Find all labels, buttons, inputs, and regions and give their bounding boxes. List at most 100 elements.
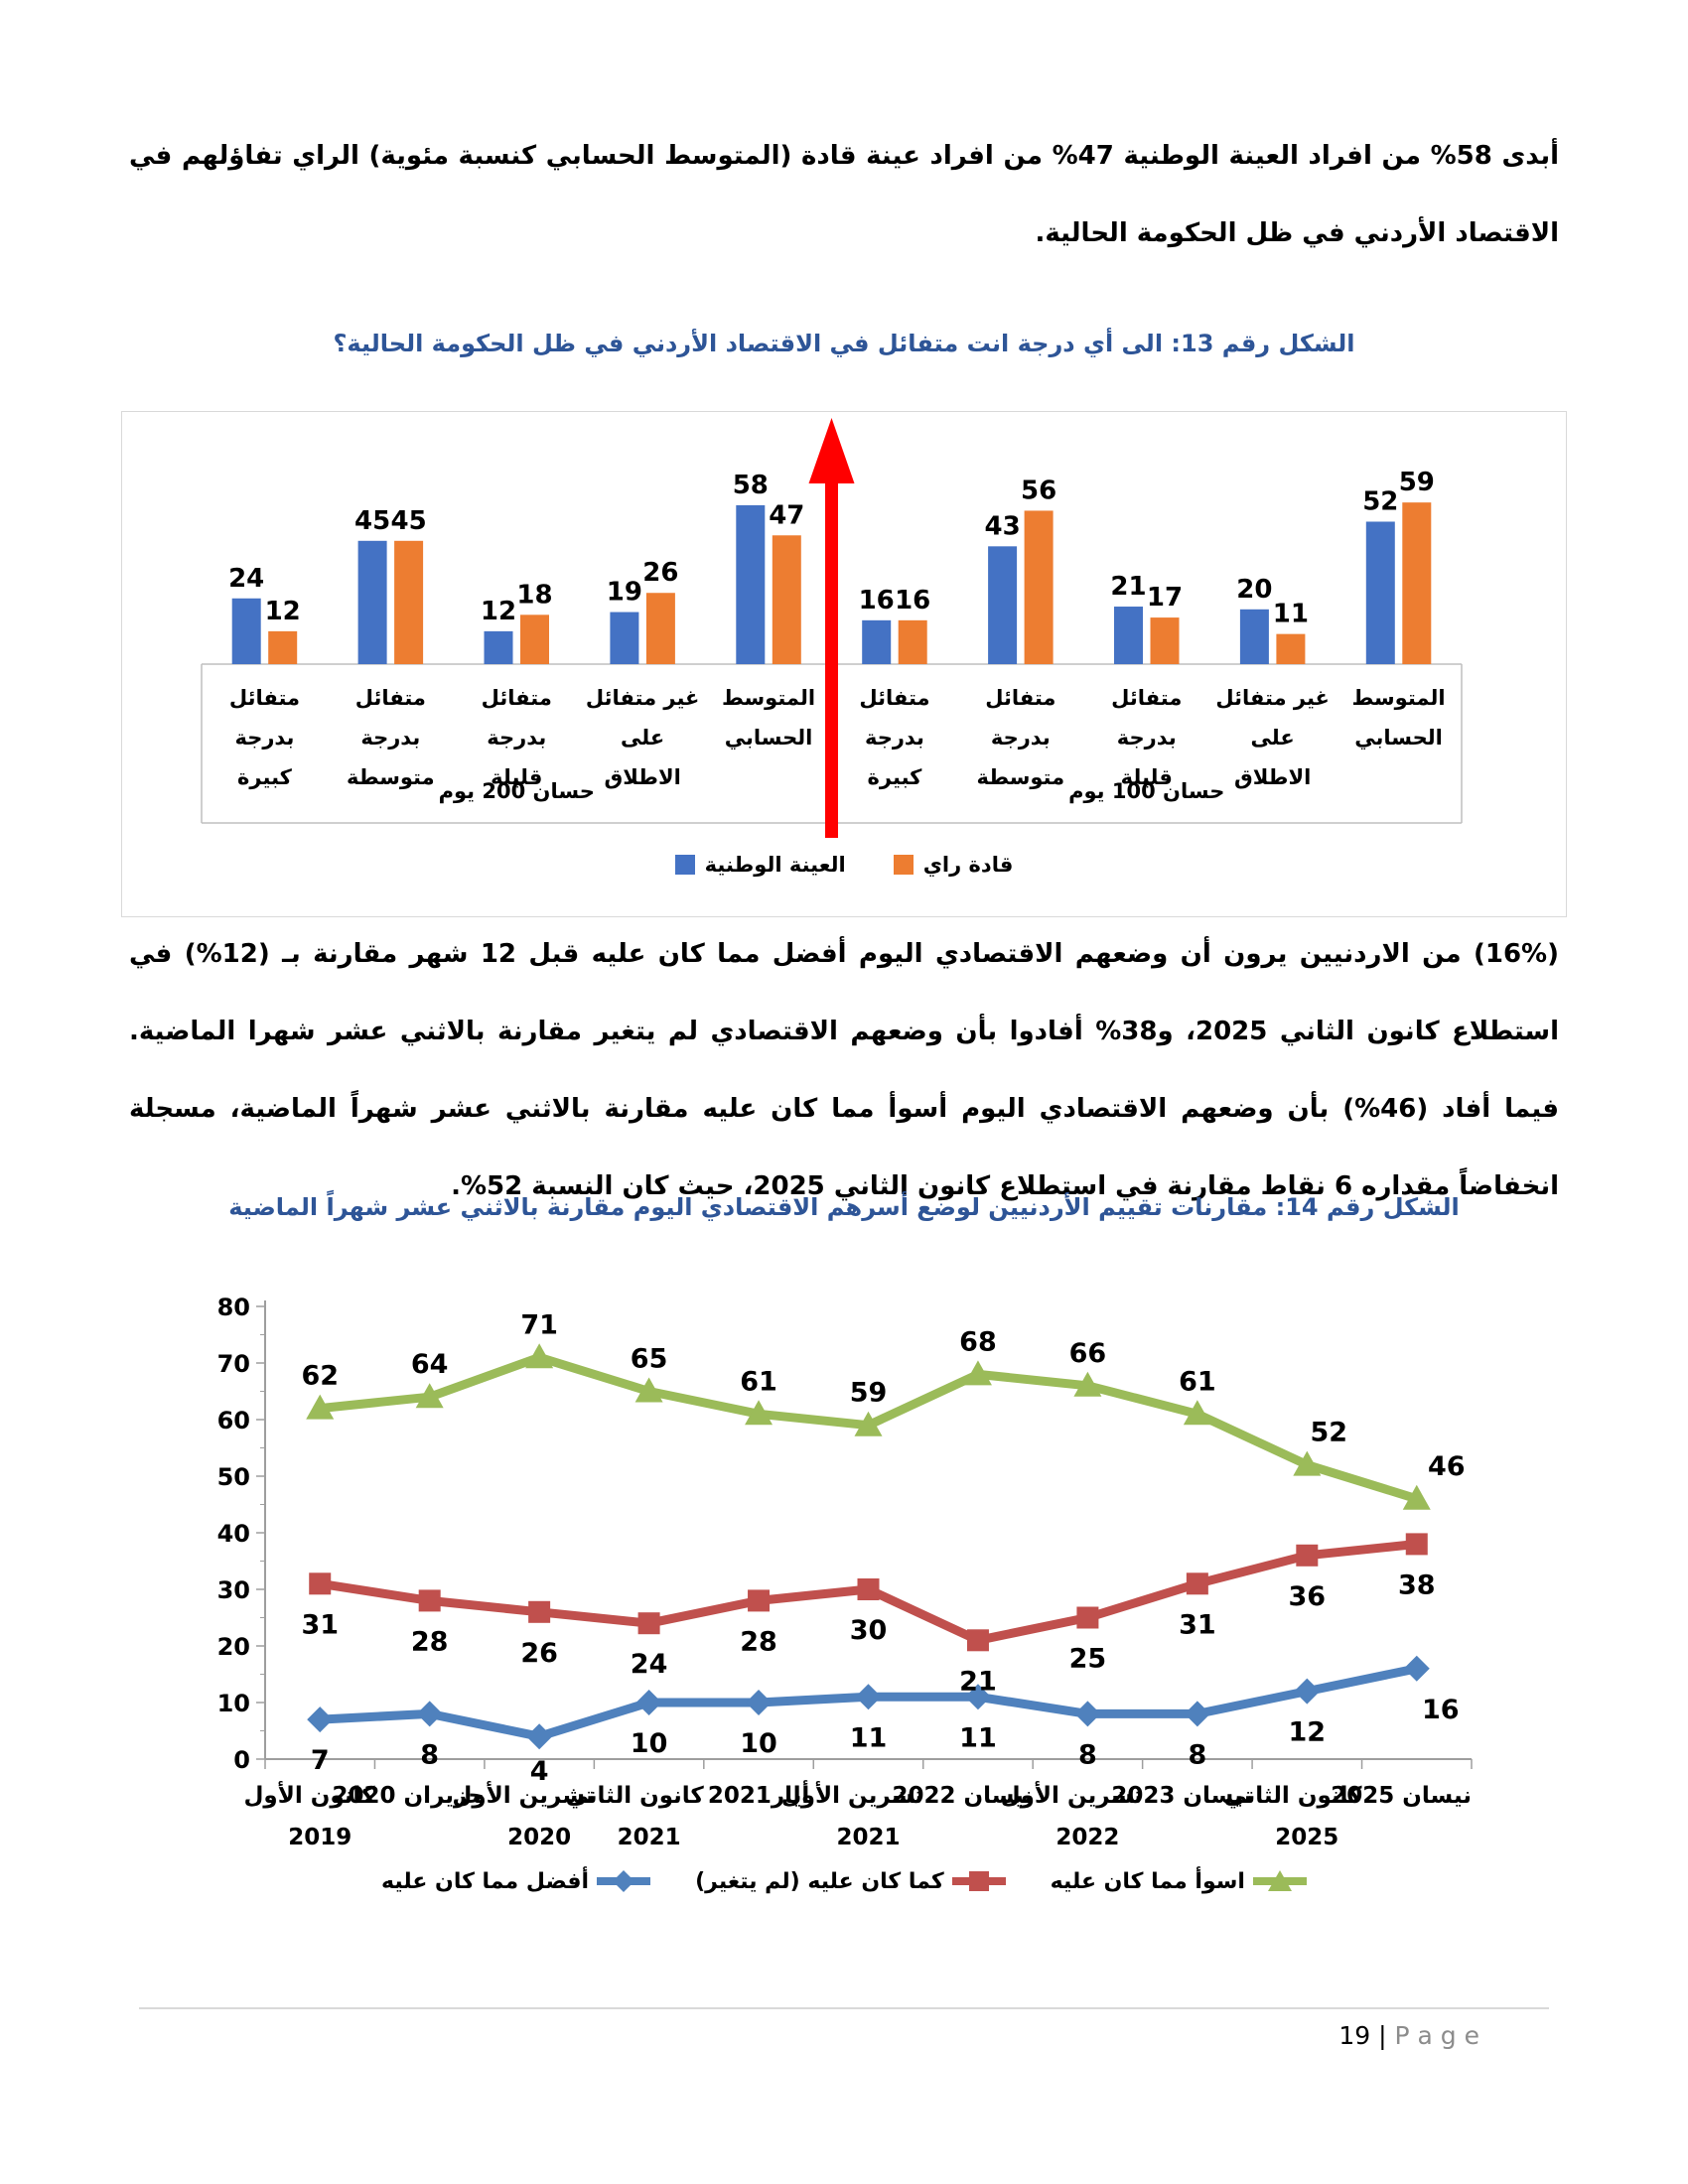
point-value-label: 11 (959, 1722, 997, 1753)
category-label-line2: قليلة (491, 765, 543, 789)
data-point-marker (748, 1589, 771, 1612)
category-label-line1: متفائل بدرجة (228, 686, 301, 750)
legend-label: أفضل مما كان عليه (381, 1868, 590, 1894)
category-label: متفائل بدرجة قليلة (454, 678, 580, 797)
page-footer: 19 | P a g e (1338, 2021, 1479, 2050)
bar (1276, 633, 1306, 664)
page-word: P a g e (1394, 2021, 1480, 2050)
data-point-marker (526, 1723, 553, 1750)
data-point-marker (1293, 1450, 1322, 1476)
legend-marker (1267, 1870, 1292, 1891)
bar-value-label: 47 (769, 500, 804, 530)
data-point-marker (306, 1394, 335, 1420)
bar (772, 535, 801, 664)
bar-chart-canvas: 24 45 12 19 58 16 43 21 20 52 12 45 18 26 47 16 56 17 11 59 (201, 418, 1463, 838)
x-axis-label-line2 (1362, 1817, 1472, 1858)
x-axis-label: أيار2021 (704, 1775, 813, 1858)
category-label-line1: المتوسط (1351, 686, 1446, 710)
x-axis-label-line2: 2021 (836, 1825, 901, 1850)
point-value-label: 16 (1422, 1695, 1460, 1725)
x-axis-label-line2: 2020 (507, 1825, 572, 1850)
point-value-label: 26 (520, 1638, 558, 1669)
point-value-label: 8 (420, 1739, 439, 1770)
x-axis-label: كانون الأول 2019 (243, 1775, 374, 1858)
bar-value-label: 52 (1362, 486, 1398, 516)
bar-chart-legend: العينة الوطنية قادة راي (122, 853, 1566, 877)
figure13-title: الشكل رقم 13: الى أي درجة انت متفائل في … (333, 330, 1355, 357)
x-axis-label: كانون الثاني 2025 (1223, 1775, 1361, 1858)
category-label: المتوسط الحسابي (1336, 678, 1462, 757)
bar (1150, 617, 1180, 664)
legend-marker (968, 1871, 989, 1891)
bar-value-label: 12 (265, 597, 301, 626)
x-axis-label: نيسان 2022 (892, 1775, 1033, 1858)
legend-swatch-icon (893, 855, 914, 875)
data-point-marker (528, 1600, 551, 1623)
point-value-label: 8 (1078, 1739, 1097, 1770)
y-axis-tick-label: 70 (217, 1350, 250, 1378)
bar-value-label: 45 (391, 506, 427, 536)
bar-value-label: 56 (1021, 476, 1056, 505)
data-point-marker (418, 1589, 441, 1612)
bar (898, 619, 927, 664)
x-axis-label-line1: تشرين الأول (780, 1783, 923, 1809)
bar-value-label: 45 (354, 506, 390, 536)
bar (268, 630, 298, 664)
point-value-label: 11 (850, 1722, 888, 1753)
data-point-marker (415, 1383, 444, 1409)
data-point-marker (1186, 1572, 1208, 1595)
bar (1239, 609, 1269, 664)
data-point-marker (963, 1360, 992, 1386)
legend-item: قادة راي (893, 853, 1013, 877)
data-point-marker (854, 1411, 883, 1436)
figure14-title: الشكل رقم 14: مقارنات تقييم الأردنيين لو… (228, 1193, 1460, 1221)
point-value-label: 46 (1428, 1451, 1466, 1482)
triangle-line-legend-icon (1252, 1870, 1307, 1891)
bar-value-label: 58 (733, 471, 769, 500)
y-axis-tick-label: 20 (217, 1633, 250, 1661)
point-value-label: 64 (411, 1349, 449, 1380)
bar (1024, 510, 1054, 664)
point-value-label: 7 (311, 1745, 330, 1776)
legend-item: العينة الوطنية (674, 853, 846, 877)
data-point-marker (1402, 1484, 1431, 1510)
data-point-marker (1296, 1544, 1319, 1567)
legend-label: كما كان عليه (لم يتغير) (695, 1868, 944, 1894)
x-axis-label: نيسان 2025 (1331, 1775, 1472, 1858)
category-label-line1: متفائل بدرجة (1111, 686, 1183, 750)
point-value-label: 25 (1069, 1644, 1107, 1675)
legend-item: أفضل مما كان عليه (381, 1868, 651, 1894)
bar-value-label: 43 (985, 511, 1021, 541)
point-value-label: 12 (1289, 1717, 1327, 1748)
line-chart-canvas: 0 10 20 30 40 50 60 70 80 7 8 4 10 10 11 11 8 8 12 16 31 28 26… (217, 1294, 1473, 1787)
legend-item: كما كان عليه (لم يتغير) (695, 1868, 1006, 1894)
category-label: متفائل بدرجة متوسطة (328, 678, 454, 797)
line-chart-legend: أفضل مما كان عليه كما كان عليه (لم يتغير)… (121, 1868, 1567, 1894)
line-chart-x-labels: كانون الأول 2019 حزيران 2020 تشرين الأول 20… (121, 1261, 1567, 1936)
bar (1365, 521, 1395, 664)
square-line-legend-icon (951, 1871, 1006, 1891)
bar-value-label: 18 (516, 580, 552, 610)
bar-value-label: 19 (607, 578, 642, 608)
data-point-marker (1074, 1701, 1101, 1727)
bar (645, 593, 675, 664)
category-label-line1: غير متفائل (1215, 686, 1330, 710)
legend-item: اسوأ مما كان عليه (1051, 1868, 1307, 1894)
data-point-marker (1294, 1678, 1321, 1705)
bar (231, 598, 261, 664)
group-label: حسان 100 يوم (1068, 779, 1225, 803)
point-value-label: 61 (740, 1366, 777, 1397)
arrow-shaft (825, 481, 838, 838)
point-value-label: 38 (1398, 1570, 1436, 1600)
bar (736, 504, 766, 664)
data-point-marker (1403, 1655, 1430, 1682)
data-point-marker (1183, 1400, 1211, 1426)
x-axis-label-line2: 2022 (1055, 1825, 1120, 1850)
category-label-line2: الحسابي (724, 726, 813, 750)
category-label-line1: متفائل بدرجة (859, 686, 930, 750)
category-label-line2: الحسابي (1354, 726, 1443, 750)
page-number: 19 (1338, 2021, 1371, 2050)
data-point-marker (1076, 1606, 1099, 1629)
bar-chart-axis-labels: متفائل بدرجة كبيرة متفائل بدرجة متوسطة متفائ… (122, 412, 1568, 918)
x-axis-label-line2 (1143, 1817, 1252, 1858)
